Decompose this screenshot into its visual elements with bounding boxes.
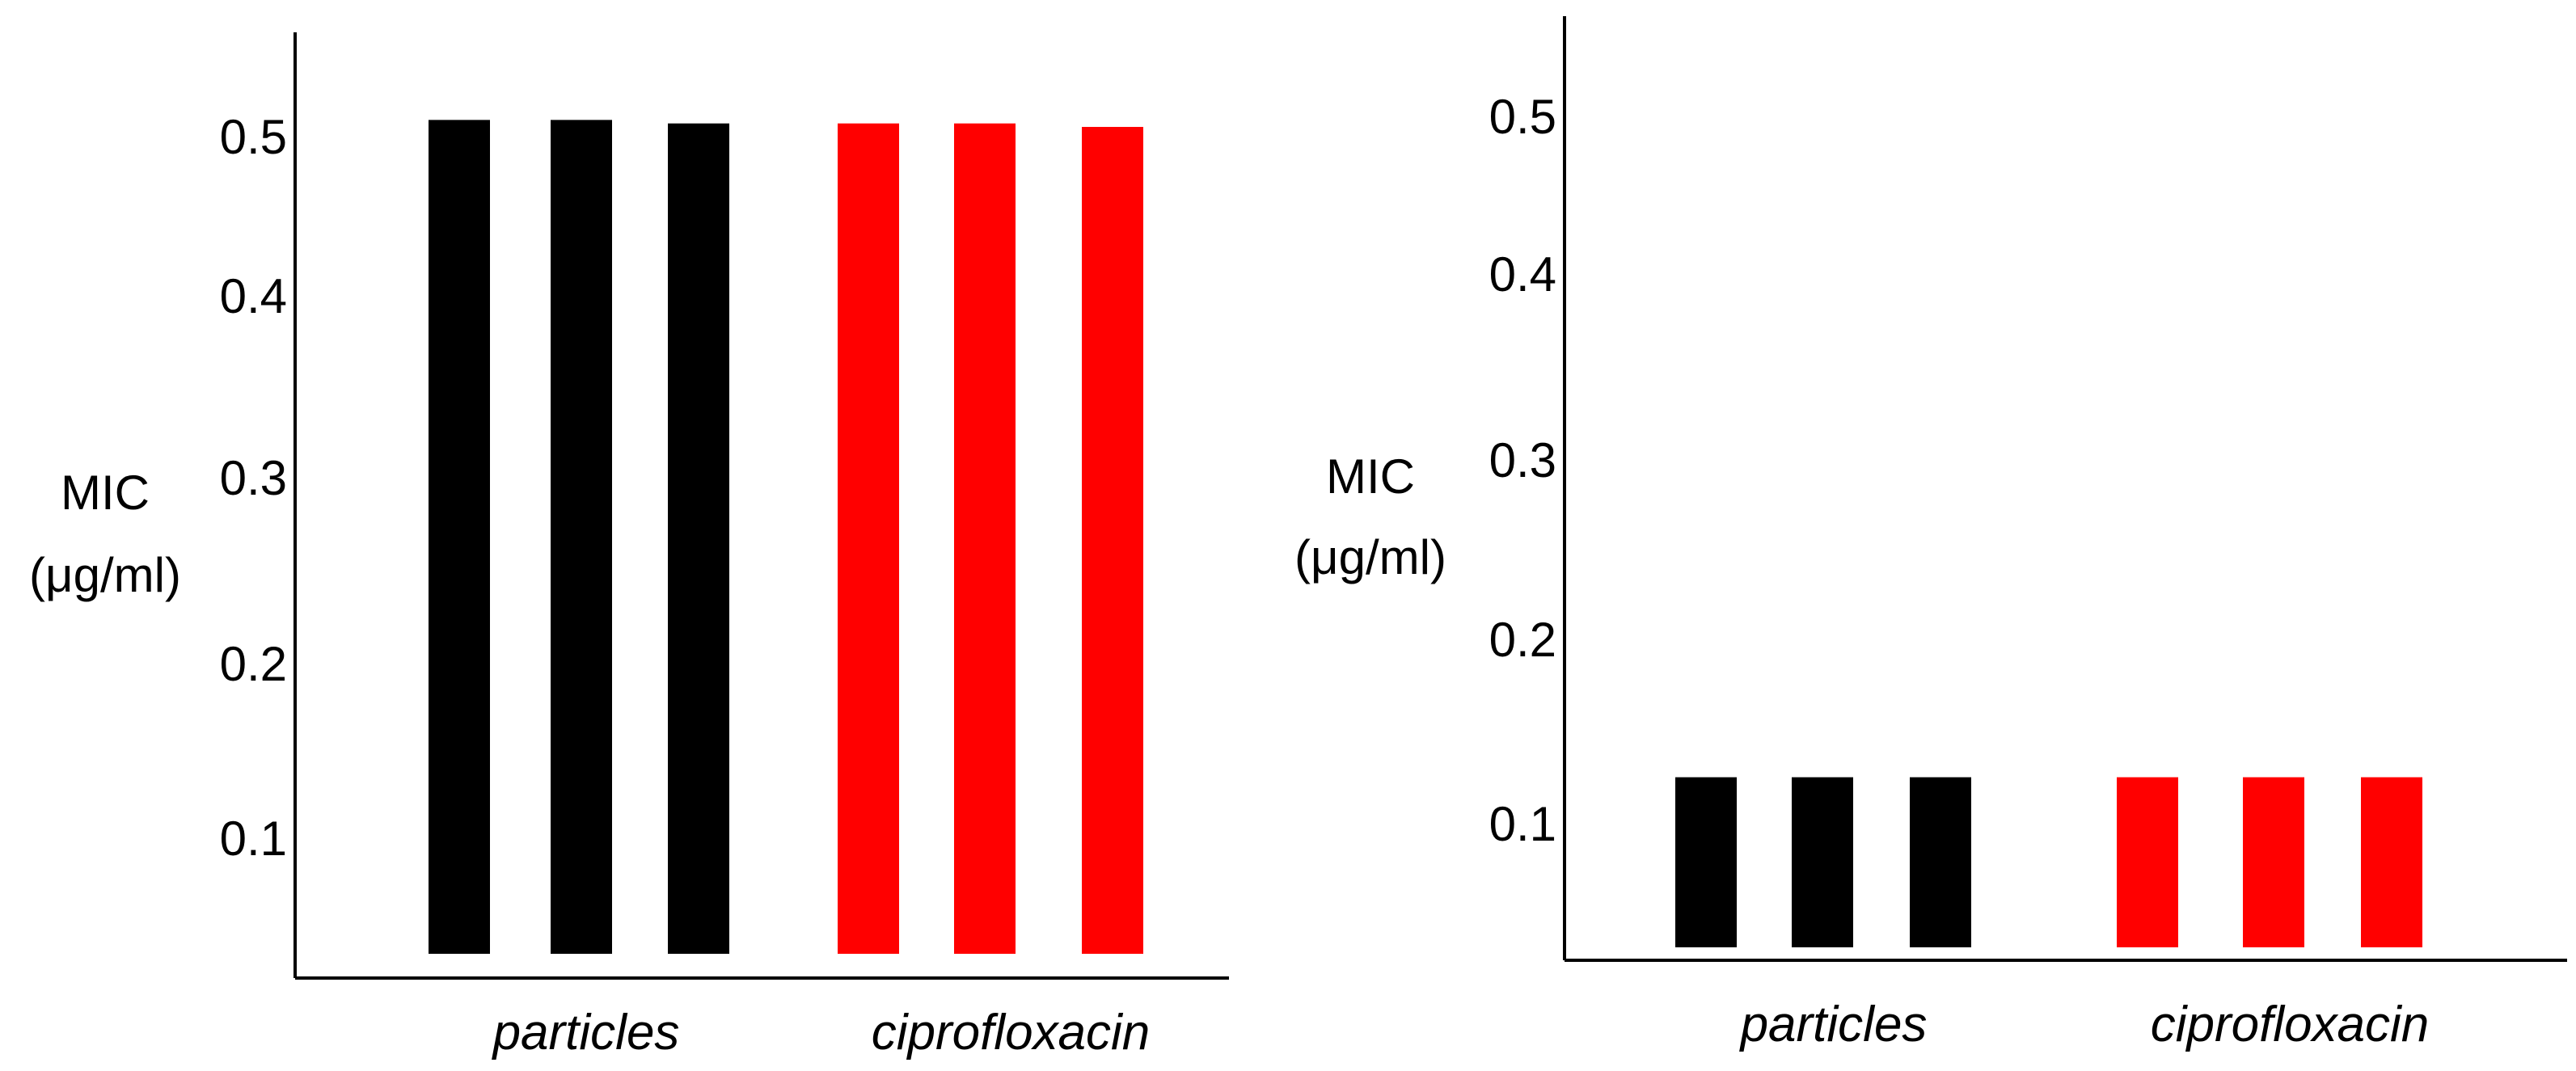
left-ytick-1: 0.1	[220, 812, 287, 866]
right-ytick-3: 0.3	[1489, 433, 1556, 487]
right-bar-particles-2	[1792, 777, 1853, 947]
left-ytick-4: 0.4	[220, 269, 287, 323]
left-bar-ciprofloxacin-3	[1082, 127, 1143, 954]
right-bar-particles-1	[1675, 777, 1737, 947]
right-ylabel-line1: MIC	[1326, 449, 1415, 504]
right-ytick-1: 0.1	[1489, 797, 1556, 851]
right-bar-ciprofloxacin-2	[2243, 777, 2304, 947]
right-category-ciprofloxacin: ciprofloxacin	[2151, 997, 2430, 1052]
right-ytick-4: 0.4	[1489, 247, 1556, 301]
right-bar-ciprofloxacin-1	[2117, 777, 2178, 947]
right-ylabel-line2: (μg/ml)	[1294, 530, 1446, 584]
chart-right: 0.1 0.2 0.3 0.4 0.5 MIC (μg/ml) particle…	[1294, 16, 2567, 1052]
left-ytick-5: 0.5	[220, 110, 287, 164]
left-bar-ciprofloxacin-1	[838, 123, 899, 955]
left-category-particles: particles	[492, 1005, 680, 1060]
left-ylabel-line1: MIC	[61, 466, 150, 520]
right-ytick-5: 0.5	[1489, 90, 1556, 144]
chart-left: 0.1 0.2 0.3 0.4 0.5 MIC (μg/ml) particle…	[29, 32, 1229, 1060]
left-bars	[429, 120, 1143, 955]
right-bar-particles-3	[1910, 777, 1971, 947]
left-bar-ciprofloxacin-2	[954, 123, 1016, 955]
right-bar-ciprofloxacin-3	[2361, 777, 2422, 947]
left-ylabel-line2: (μg/ml)	[29, 548, 181, 602]
right-category-particles: particles	[1739, 997, 1928, 1052]
left-ytick-3: 0.3	[220, 451, 287, 505]
left-bar-particles-2	[551, 120, 612, 954]
left-ytick-2: 0.2	[220, 637, 287, 691]
left-bar-particles-1	[429, 120, 490, 954]
left-category-ciprofloxacin: ciprofloxacin	[872, 1005, 1151, 1060]
right-bars	[1675, 777, 2422, 947]
right-ytick-2: 0.2	[1489, 613, 1556, 667]
left-bar-particles-3	[668, 123, 729, 955]
